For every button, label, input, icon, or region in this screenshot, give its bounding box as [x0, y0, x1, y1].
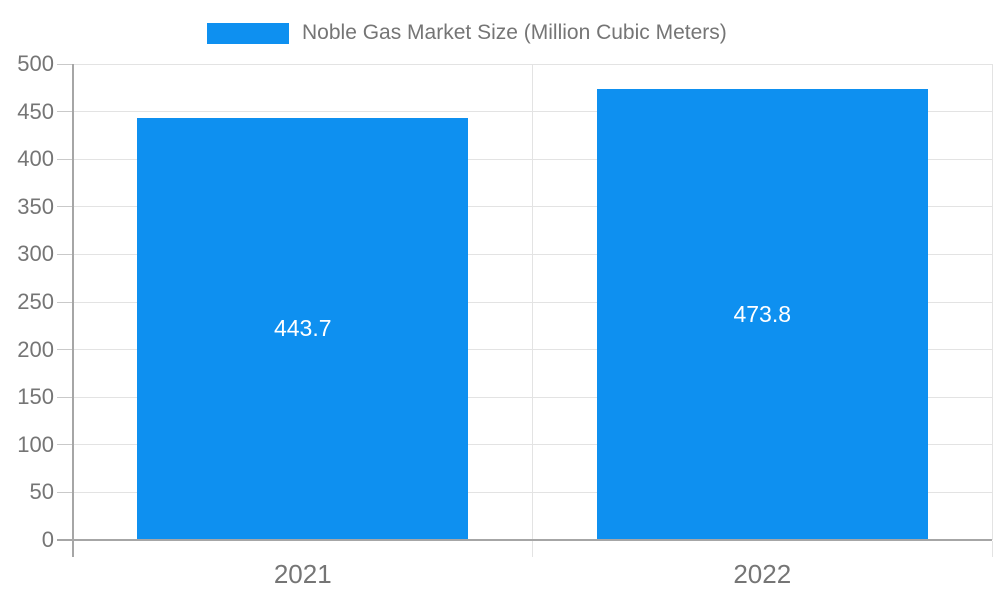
y-axis-tick	[57, 444, 73, 446]
y-axis-tick	[57, 396, 73, 398]
bar-2021[interactable]: 443.7	[137, 117, 469, 539]
x-axis-tick	[991, 541, 993, 557]
x-splitline	[532, 64, 533, 540]
y-tick-label: 400	[17, 146, 54, 172]
legend-label: Noble Gas Market Size (Million Cubic Met…	[302, 21, 727, 44]
legend-item[interactable]: Noble Gas Market Size (Million Cubic Met…	[207, 21, 727, 45]
y-tick-label: 150	[17, 384, 54, 410]
x-axis-line	[57, 539, 992, 541]
y-axis-tick	[57, 491, 73, 493]
y-axis-line	[72, 64, 74, 557]
y-axis-tick	[57, 158, 73, 160]
y-tick-label: 250	[17, 289, 54, 314]
y-axis-tick	[57, 111, 73, 113]
bar-2022[interactable]: 473.8	[596, 88, 928, 539]
y-tick-label: 100	[17, 431, 54, 457]
x-splitline	[991, 64, 993, 540]
y-axis-tick	[57, 349, 73, 351]
y-tick-label: 450	[17, 98, 54, 124]
x-tick-label: 2022	[733, 559, 792, 589]
y-tick-label: 500	[17, 51, 54, 76]
y-tick-label: 300	[17, 241, 54, 267]
legend-swatch-icon	[207, 22, 289, 44]
y-tick-label: 0	[41, 527, 54, 552]
y-axis-tick	[57, 63, 73, 65]
x-tick-label: 2021	[273, 559, 332, 589]
y-axis-tick	[57, 253, 73, 255]
y-axis-tick	[57, 301, 73, 303]
x-axis-tick	[532, 541, 533, 557]
y-tick-label: 50	[29, 479, 54, 505]
y-tick-label: 350	[17, 193, 54, 219]
y-axis-tick	[57, 206, 73, 208]
bar-value-label: 443.7	[273, 315, 332, 342]
bar-value-label: 473.8	[733, 300, 792, 327]
y-tick-label: 200	[17, 336, 54, 362]
